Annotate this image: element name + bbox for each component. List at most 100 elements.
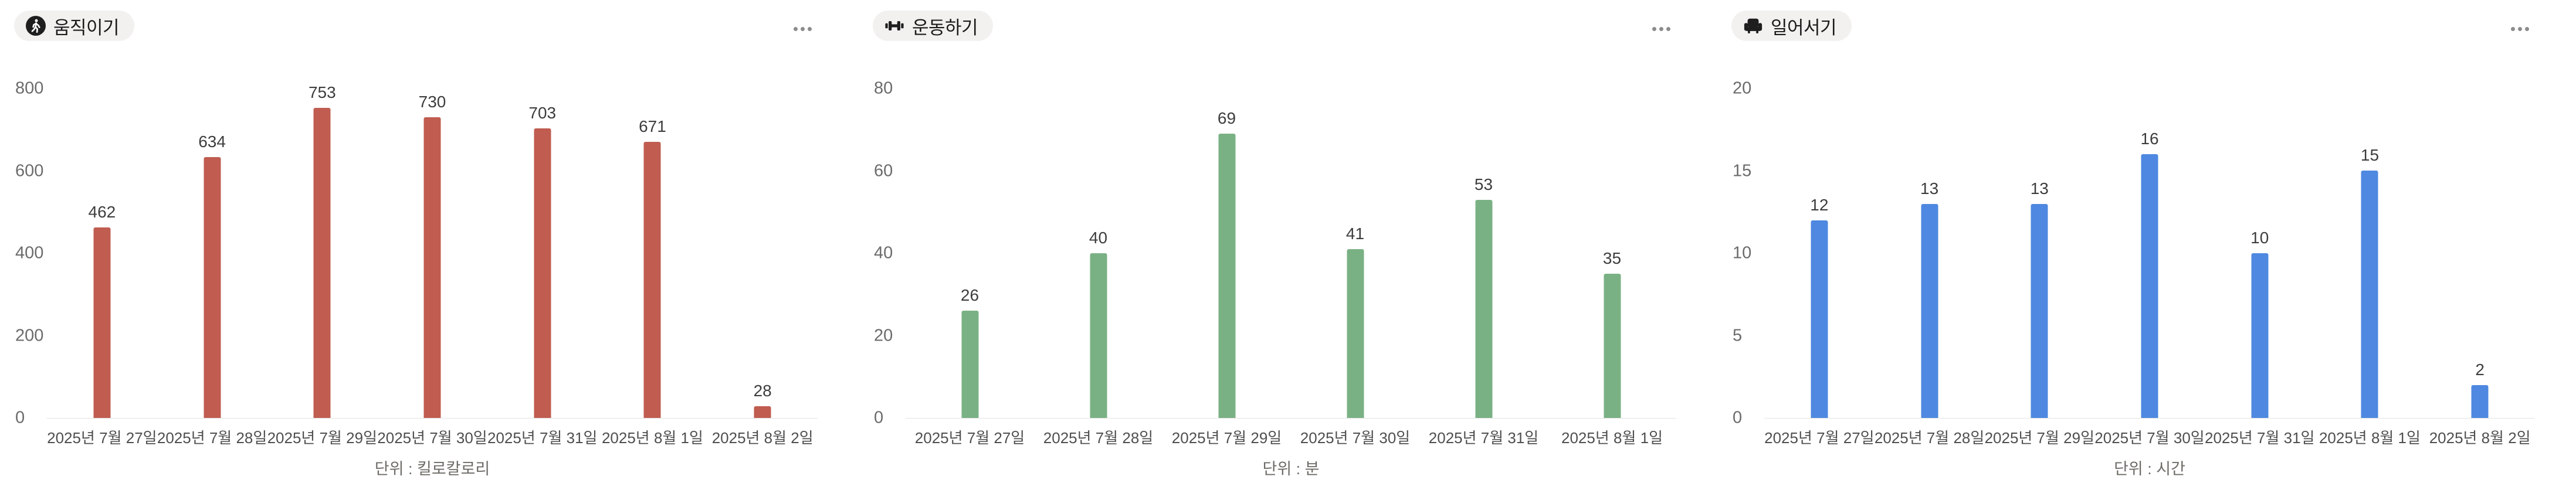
bar-column: 12 xyxy=(1764,89,1875,418)
panel-exercise: 운동하기 0 20 40 60 80 26 40 69 41 53 35 2025년 7월 27일 20… xyxy=(859,0,1717,483)
person-walk-icon xyxy=(26,16,46,36)
x-axis-date-label: 2025년 7월 27일 xyxy=(914,429,1025,447)
x-axis-date-label: 2025년 7월 28일 xyxy=(1874,429,1985,447)
bar xyxy=(2031,204,2048,418)
unit-label: 단위 : 시간 xyxy=(2114,460,2185,478)
y-axis-tick-label: 20 xyxy=(1733,79,1752,98)
stand-title-chip[interactable]: 일어서기 xyxy=(1731,11,1852,41)
bar-column: 13 xyxy=(1875,89,1985,418)
x-axis-date-label: 2025년 7월 30일 xyxy=(1300,429,1411,447)
unit-label: 단위 : 분 xyxy=(1262,460,1320,478)
bar-value-label: 28 xyxy=(753,382,772,400)
bar-column: 10 xyxy=(2205,89,2315,418)
y-axis-tick-label: 10 xyxy=(1733,243,1752,263)
y-axis-tick-label: 0 xyxy=(1733,408,1743,427)
bar-value-label: 703 xyxy=(528,104,557,122)
x-axis-date-label: 2025년 8월 2일 xyxy=(711,429,814,447)
bar xyxy=(643,142,661,418)
bar xyxy=(2471,385,2489,418)
bar-column: 671 xyxy=(598,89,708,418)
bar-columns: 12 13 13 16 10 15 2 xyxy=(1764,89,2535,418)
bar-value-label: 13 xyxy=(2030,179,2049,198)
bar-column: 13 xyxy=(1984,89,2094,418)
bar-column: 703 xyxy=(487,89,598,418)
bar-column: 53 xyxy=(1419,89,1548,418)
bar-column: 40 xyxy=(1034,89,1162,418)
y-axis-tick-label: 20 xyxy=(874,326,893,345)
bar-column: 69 xyxy=(1162,89,1291,418)
bar-column: 2 xyxy=(2425,89,2535,418)
y-axis-tick-label: 80 xyxy=(874,79,893,98)
x-axis-date-label: 2025년 8월 1일 xyxy=(601,429,703,447)
y-axis-tick-label: 15 xyxy=(1733,161,1752,180)
dumbbell-icon xyxy=(885,21,904,31)
x-axis-date-label: 2025년 7월 29일 xyxy=(1984,429,2095,447)
x-axis-date-label: 2025년 7월 27일 xyxy=(47,429,157,447)
bar xyxy=(1475,200,1492,418)
ellipsis-menu-icon[interactable] xyxy=(1649,23,1674,35)
bar xyxy=(961,311,978,418)
bar-column: 634 xyxy=(157,89,267,418)
bar-column: 41 xyxy=(1291,89,1419,418)
y-axis-tick-label: 5 xyxy=(1733,326,1743,345)
bar-value-label: 40 xyxy=(1089,229,1108,247)
bar xyxy=(93,227,111,418)
x-axis-date-label: 2025년 7월 27일 xyxy=(1764,429,1875,447)
bar xyxy=(1218,134,1235,418)
bar xyxy=(754,406,771,418)
bar-value-label: 41 xyxy=(1345,225,1365,243)
bar-columns: 462 634 753 730 703 671 28 xyxy=(47,83,818,418)
exercise-title-chip[interactable]: 운동하기 xyxy=(873,11,994,41)
y-axis-tick-label: 400 xyxy=(15,243,44,263)
bar-column: 15 xyxy=(2315,89,2425,418)
x-axis-labels: 2025년 7월 27일 2025년 7월 28일 2025년 7월 29일 2025… xyxy=(47,426,818,448)
bar-column: 753 xyxy=(267,83,377,418)
x-axis-date-label: 2025년 7월 30일 xyxy=(2094,429,2205,447)
y-axis-tick-label: 0 xyxy=(15,408,25,427)
x-axis-date-label: 2025년 7월 29일 xyxy=(267,429,378,447)
ellipsis-menu-icon[interactable] xyxy=(790,23,815,35)
panel-title: 움직이기 xyxy=(53,17,120,38)
bar-column: 730 xyxy=(377,89,487,418)
bar-value-label: 462 xyxy=(88,203,116,221)
x-axis-line xyxy=(906,418,1676,419)
bar-value-label: 730 xyxy=(418,93,446,111)
bar-value-label: 634 xyxy=(198,132,226,151)
armchair-icon xyxy=(1744,18,1762,33)
x-axis-date-label: 2025년 7월 31일 xyxy=(2205,429,2315,447)
bar xyxy=(204,157,221,418)
bar xyxy=(1090,253,1107,418)
bar-value-label: 69 xyxy=(1217,109,1236,127)
x-axis-date-label: 2025년 8월 1일 xyxy=(2319,429,2421,447)
bar-value-label: 35 xyxy=(1602,249,1622,267)
bar-value-label: 12 xyxy=(1810,196,1829,214)
y-axis-tick-label: 800 xyxy=(15,79,44,98)
panel-title: 일어서기 xyxy=(1771,17,1837,38)
bar-value-label: 10 xyxy=(2250,229,2269,247)
x-axis-date-label: 2025년 7월 28일 xyxy=(157,429,267,447)
bar-value-label: 15 xyxy=(2360,146,2380,164)
move-title-chip[interactable]: 움직이기 xyxy=(14,11,135,41)
bar-column: 28 xyxy=(707,89,818,418)
bar xyxy=(534,128,551,418)
bar-value-label: 753 xyxy=(308,83,336,101)
x-axis-date-label: 2025년 7월 31일 xyxy=(487,429,598,447)
x-axis-date-label: 2025년 8월 1일 xyxy=(1561,429,1663,447)
bar xyxy=(313,108,331,418)
bar xyxy=(2361,171,2378,418)
x-axis-line xyxy=(47,418,818,419)
bar-columns: 26 40 69 41 53 35 xyxy=(906,89,1676,418)
exercise-bar-chart: 0 20 40 60 80 26 40 69 41 53 35 2025년 7월 27일 2025년 7… xyxy=(859,0,1717,483)
ellipsis-menu-icon[interactable] xyxy=(2507,23,2533,35)
bar-value-label: 2 xyxy=(2475,360,2485,379)
bar-value-label: 53 xyxy=(1474,175,1493,193)
y-axis-tick-label: 40 xyxy=(874,243,893,263)
panel-stand: 일어서기 0 5 10 15 20 12 13 13 16 10 15 2 2025년 7월 27일 20… xyxy=(1717,0,2576,483)
x-axis-labels: 2025년 7월 27일 2025년 7월 28일 2025년 7월 29일 2025… xyxy=(1764,426,2535,448)
bar-value-label: 13 xyxy=(1920,179,1939,198)
stand-bar-chart: 0 5 10 15 20 12 13 13 16 10 15 2 2025년 7월 27일 2025년 7… xyxy=(1717,0,2576,483)
x-axis-date-label: 2025년 7월 28일 xyxy=(1043,429,1154,447)
bar-column: 16 xyxy=(2094,89,2205,418)
bar xyxy=(1604,274,1621,418)
